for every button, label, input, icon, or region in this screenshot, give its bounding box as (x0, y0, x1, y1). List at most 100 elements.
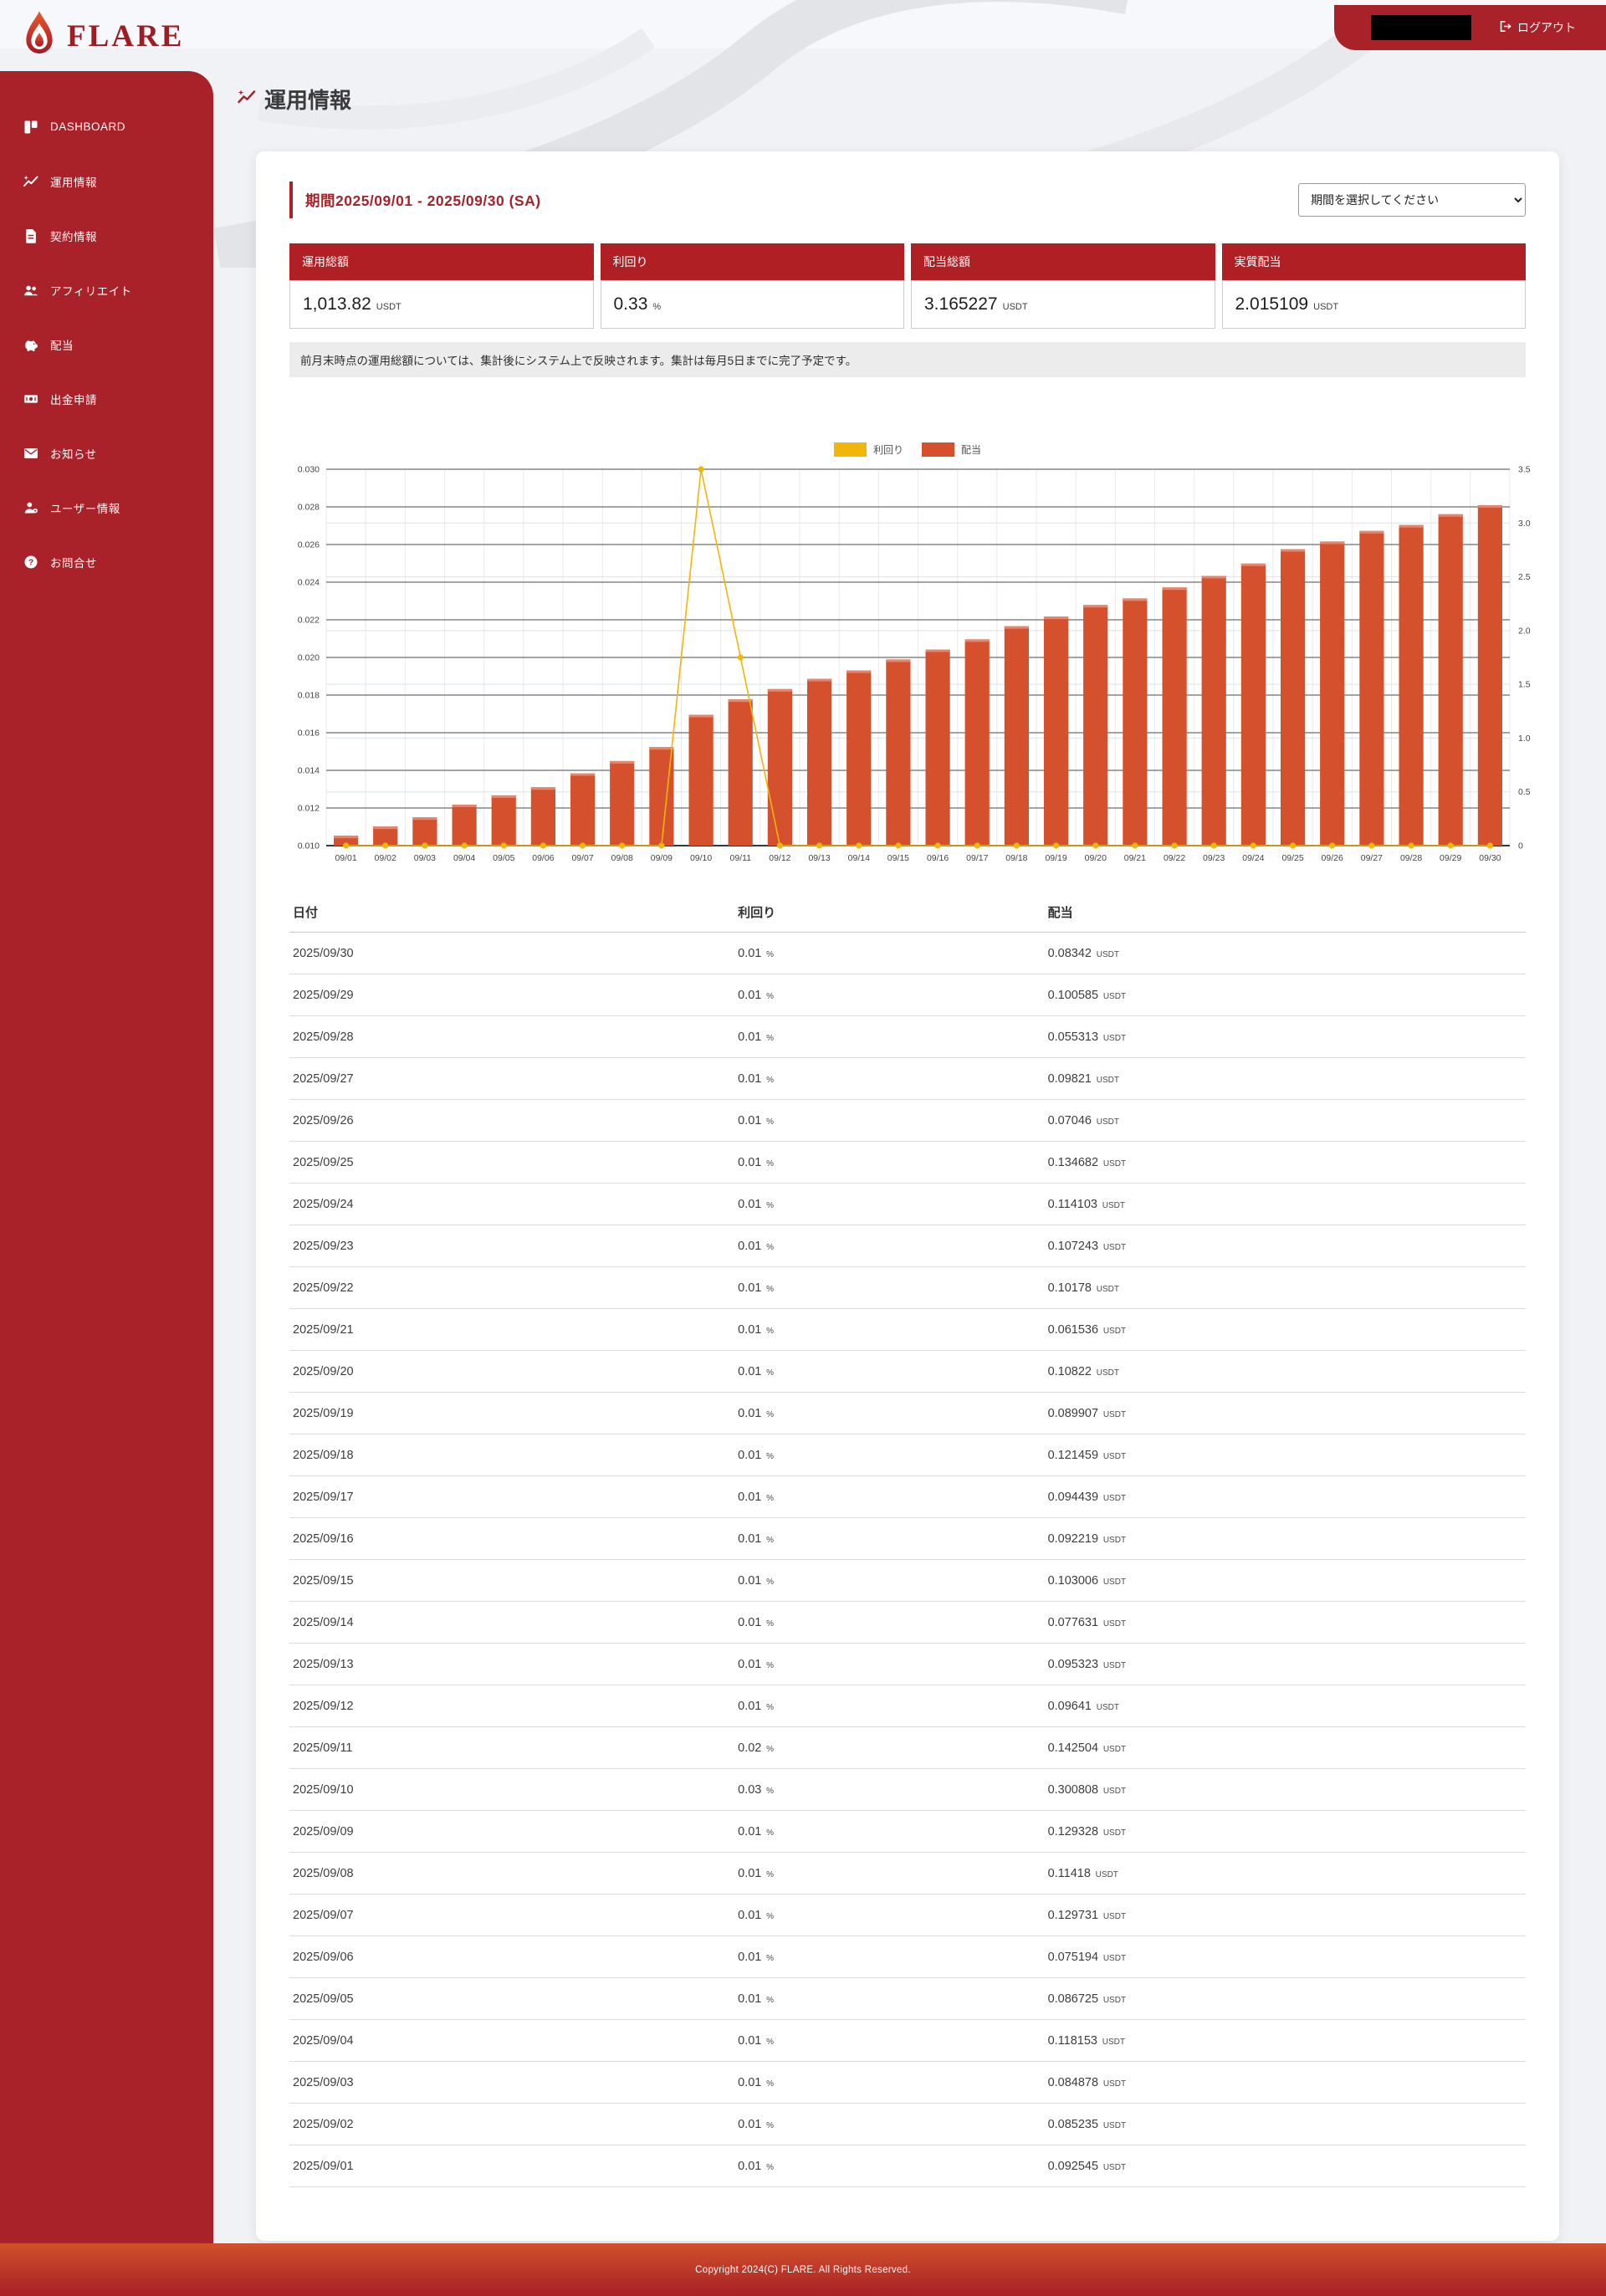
cell-date: 2025/09/18 (293, 1448, 354, 1462)
period-select[interactable]: 期間を選択してください (1298, 183, 1526, 217)
chart-svg: 0.010 0.012 0.014 0.016 0.018 0.020 0.022 0.024… (298, 465, 1531, 864)
svg-text:0: 0 (1518, 841, 1523, 851)
table-row: 2025/09/11 0.02 % 0.142504 USDT (289, 1727, 1526, 1769)
svg-text:0.030: 0.030 (298, 465, 320, 475)
svg-text:1.5: 1.5 (1518, 680, 1531, 690)
cell-date: 2025/09/17 (293, 1490, 354, 1504)
table-row: 2025/09/12 0.01 % 0.09641 USDT (289, 1685, 1526, 1727)
column-header-date: 日付 (293, 906, 319, 920)
summary-value: 0.33 % (600, 280, 904, 329)
svg-text:0.026: 0.026 (298, 540, 320, 550)
sidebar-item-contact[interactable]: ? お問合せ (0, 534, 213, 589)
cell-dividend: 0.077631 USDT (1047, 1615, 1127, 1629)
sidebar-item-label: お知らせ (50, 447, 97, 461)
cell-yield: 0.01 % (738, 1197, 775, 1211)
table-row: 2025/09/20 0.01 % 0.10822 USDT (289, 1351, 1526, 1393)
svg-text:09/26: 09/26 (1322, 853, 1343, 863)
summary-label: 利回り (600, 243, 904, 280)
table-row: 2025/09/29 0.01 % 0.100585 USDT (289, 974, 1526, 1016)
cell-date: 2025/09/07 (293, 1908, 354, 1922)
svg-text:0.016: 0.016 (298, 729, 320, 739)
document-icon (23, 228, 39, 244)
cell-date: 2025/09/16 (293, 1532, 354, 1546)
cell-dividend: 0.086725 USDT (1047, 1992, 1127, 2006)
summary-label: 運用総額 (289, 243, 594, 280)
table-row: 2025/09/09 0.01 % 0.129328 USDT (289, 1811, 1526, 1853)
sidebar-item-contract-info[interactable]: 契約情報 (0, 208, 213, 263)
svg-text:09/01: 09/01 (335, 853, 356, 863)
sidebar-item-affiliate[interactable]: アフィリエイト (0, 263, 213, 317)
cell-dividend: 0.094439 USDT (1047, 1490, 1127, 1504)
svg-text:09/30: 09/30 (1479, 853, 1501, 863)
header-user-area: ログアウト (1334, 5, 1606, 50)
operation-info-card: 期間2025/09/01 - 2025/09/30 (SA) 期間を選択してくだ… (256, 151, 1559, 2241)
main-content: 運用情報 期間2025/09/01 - 2025/09/30 (SA) 期間を選… (213, 0, 1606, 2241)
cell-yield: 0.01 % (738, 1322, 775, 1337)
table-header-row: 日付 利回り 配当 (289, 892, 1526, 933)
cell-yield: 0.01 % (738, 1030, 775, 1044)
summary-value: 2.015109 USDT (1221, 280, 1526, 329)
table-row: 2025/09/04 0.01 % 0.118153 USDT (289, 2020, 1526, 2062)
sidebar-item-dashboard[interactable]: DASHBOARD (0, 100, 213, 154)
legend-swatch (833, 442, 867, 457)
svg-text:09/24: 09/24 (1242, 853, 1264, 863)
table-row: 2025/09/19 0.01 % 0.089907 USDT (289, 1393, 1526, 1434)
cell-yield: 0.01 % (738, 1615, 775, 1629)
cell-dividend: 0.10178 USDT (1047, 1281, 1119, 1295)
sidebar-item-user-info[interactable]: ユーザー情報 (0, 480, 213, 534)
svg-text:09/23: 09/23 (1203, 853, 1225, 863)
page-title: 運用情報 (264, 88, 352, 113)
dividend-yield-chart: 0.010 0.012 0.014 0.016 0.018 0.020 0.022 0.024… (289, 463, 1531, 878)
legend-label: 利回り (872, 443, 903, 456)
table-row: 2025/09/15 0.01 % 0.103006 USDT (289, 1560, 1526, 1602)
cell-dividend: 0.103006 USDT (1047, 1573, 1127, 1588)
table-row: 2025/09/02 0.01 % 0.085235 USDT (289, 2104, 1526, 2145)
cell-yield: 0.01 % (738, 1866, 775, 1880)
svg-text:09/11: 09/11 (730, 853, 752, 863)
svg-text:0.012: 0.012 (298, 804, 320, 814)
period-label: 期間2025/09/01 - 2025/09/30 (SA) (305, 192, 541, 209)
cell-dividend: 0.142504 USDT (1047, 1741, 1127, 1755)
cell-dividend: 0.084878 USDT (1047, 2075, 1127, 2089)
svg-text:09/04: 09/04 (453, 853, 475, 863)
flame-logo-icon (20, 8, 59, 64)
cell-yield: 0.01 % (738, 1155, 775, 1169)
table-row: 2025/09/18 0.01 % 0.121459 USDT (289, 1434, 1526, 1476)
cell-date: 2025/09/24 (293, 1197, 354, 1211)
cell-dividend: 0.095323 USDT (1047, 1657, 1127, 1671)
cell-dividend: 0.134682 USDT (1047, 1155, 1127, 1169)
cell-date: 2025/09/21 (293, 1322, 354, 1337)
sidebar-item-label: お問合せ (50, 556, 97, 570)
svg-text:0.5: 0.5 (1518, 787, 1531, 797)
logout-button[interactable]: ログアウト (1493, 18, 1581, 37)
svg-text:09/16: 09/16 (927, 853, 949, 863)
sidebar-item-dividend[interactable]: 配当 (0, 317, 213, 371)
cell-yield: 0.01 % (738, 1908, 775, 1922)
cell-dividend: 0.075194 USDT (1047, 1950, 1127, 1964)
cell-yield: 0.01 % (738, 1950, 775, 1964)
dashboard-icon (23, 119, 39, 136)
cell-date: 2025/09/04 (293, 2033, 354, 2048)
legend-item[interactable]: 利回り (833, 442, 903, 457)
cell-dividend: 0.107243 USDT (1047, 1239, 1127, 1253)
cell-date: 2025/09/09 (293, 1824, 354, 1838)
sidebar-item-withdrawal[interactable]: 出金申請 (0, 371, 213, 426)
svg-text:1.0: 1.0 (1518, 734, 1531, 744)
cell-yield: 0.01 % (738, 1992, 775, 2006)
table-row: 2025/09/27 0.01 % 0.09821 USDT (289, 1058, 1526, 1100)
sidebar-item-operation-info[interactable]: 運用情報 (0, 154, 213, 208)
brand-name: FLARE (67, 19, 185, 54)
envelope-icon (23, 445, 39, 462)
cell-dividend: 0.089907 USDT (1047, 1406, 1127, 1420)
table-row: 2025/09/24 0.01 % 0.114103 USDT (289, 1184, 1526, 1225)
people-icon (23, 282, 39, 299)
cell-date: 2025/09/03 (293, 2075, 354, 2089)
cell-date: 2025/09/15 (293, 1573, 354, 1588)
cell-dividend: 0.092219 USDT (1047, 1532, 1127, 1546)
table-row: 2025/09/26 0.01 % 0.07046 USDT (289, 1100, 1526, 1142)
sidebar-item-news[interactable]: お知らせ (0, 426, 213, 480)
sidebar-item-label: ユーザー情報 (50, 502, 120, 515)
svg-text:09/03: 09/03 (414, 853, 436, 863)
legend-item[interactable]: 配当 (922, 442, 981, 457)
